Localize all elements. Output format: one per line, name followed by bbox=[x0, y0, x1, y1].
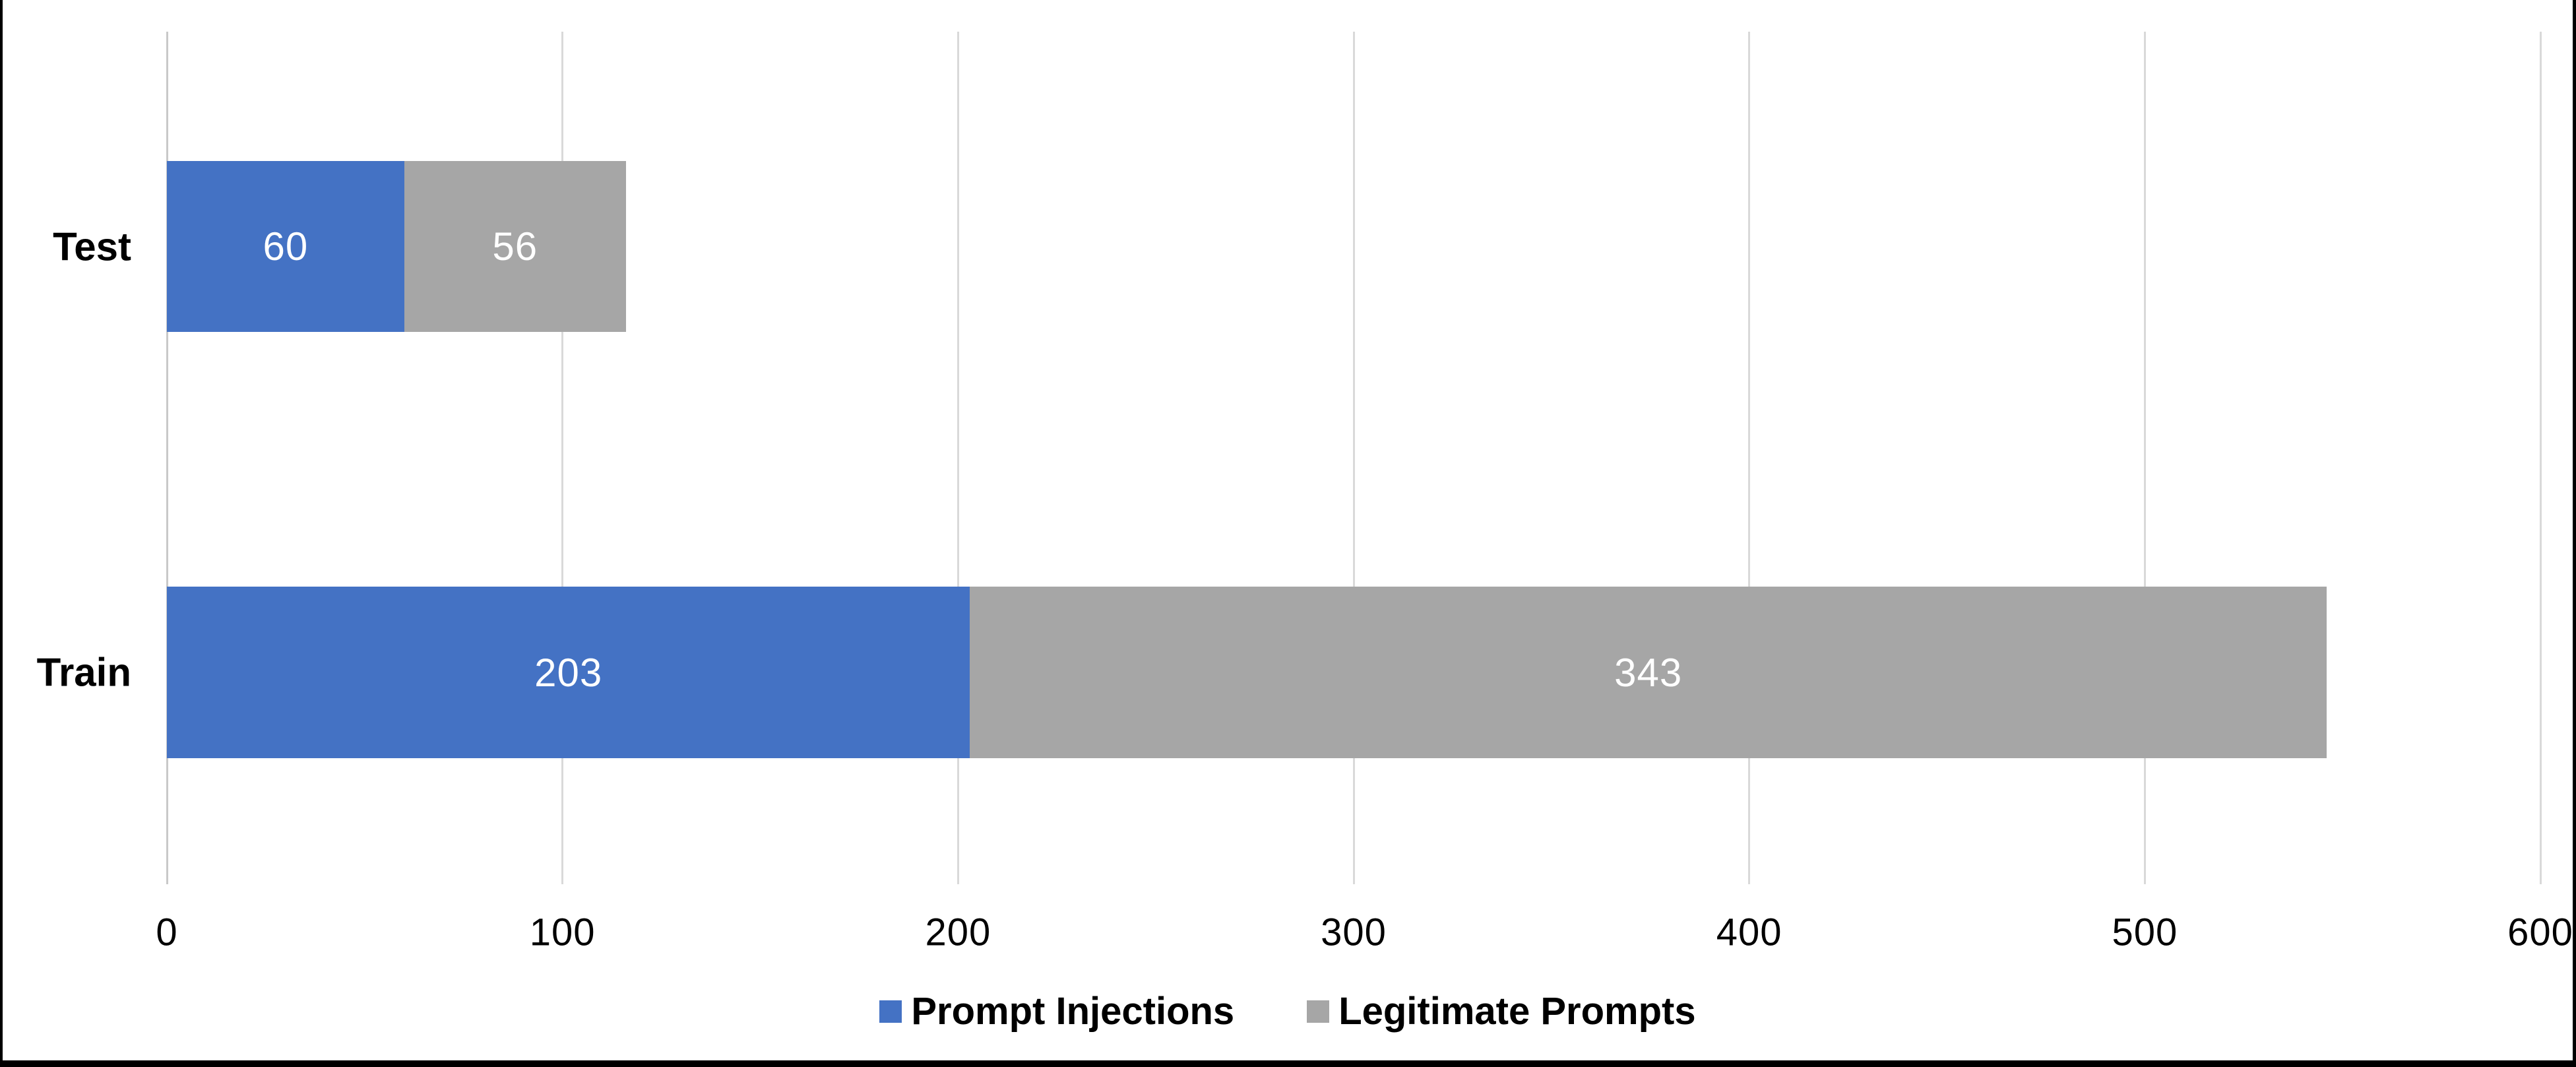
legend-label: Legitimate Prompts bbox=[1338, 990, 1696, 1033]
bar-value-label: 343 bbox=[1614, 650, 1683, 695]
legend-swatch-icon bbox=[879, 1000, 902, 1023]
bar-value-label: 203 bbox=[534, 650, 603, 695]
bar-value-label: 56 bbox=[492, 224, 538, 269]
gridline-x-200 bbox=[957, 32, 959, 884]
plot-area: 60 56 203 343 bbox=[3, 0, 2573, 1060]
gridline-x-500 bbox=[2143, 32, 2146, 884]
legend: Prompt Injections Legitimate Prompts bbox=[3, 989, 2573, 1033]
bar-segment-test-prompt-injections: 60 bbox=[167, 161, 404, 332]
gridline-x-600 bbox=[2539, 32, 2542, 884]
gridline-x-100 bbox=[561, 32, 564, 884]
x-tick-label-200: 200 bbox=[925, 911, 991, 954]
legend-item-legitimate-prompts: Legitimate Prompts bbox=[1307, 989, 1696, 1033]
x-tick-label-500: 500 bbox=[2112, 911, 2178, 954]
gridline-x-0 bbox=[166, 32, 168, 884]
x-tick-label-0: 0 bbox=[156, 911, 178, 954]
bar-segment-train-prompt-injections: 203 bbox=[167, 587, 970, 758]
bar-row-train: 203 343 bbox=[167, 587, 2327, 758]
legend-swatch-icon bbox=[1307, 1000, 1330, 1023]
legend-label: Prompt Injections bbox=[911, 990, 1235, 1033]
bar-segment-train-legitimate-prompts: 343 bbox=[970, 587, 2327, 758]
bar-value-label: 60 bbox=[263, 224, 309, 269]
x-tick-label-400: 400 bbox=[1716, 911, 1782, 954]
gridline-x-400 bbox=[1748, 32, 1751, 884]
category-label-train: Train bbox=[36, 650, 131, 695]
category-label-test: Test bbox=[53, 224, 131, 269]
bar-segment-test-legitimate-prompts: 56 bbox=[404, 161, 626, 332]
gridline-x-300 bbox=[1352, 32, 1355, 884]
x-tick-label-300: 300 bbox=[1321, 911, 1387, 954]
bar-row-test: 60 56 bbox=[167, 161, 626, 332]
legend-item-prompt-injections: Prompt Injections bbox=[879, 989, 1234, 1033]
x-tick-label-600: 600 bbox=[2507, 911, 2573, 954]
x-tick-label-100: 100 bbox=[529, 911, 596, 954]
